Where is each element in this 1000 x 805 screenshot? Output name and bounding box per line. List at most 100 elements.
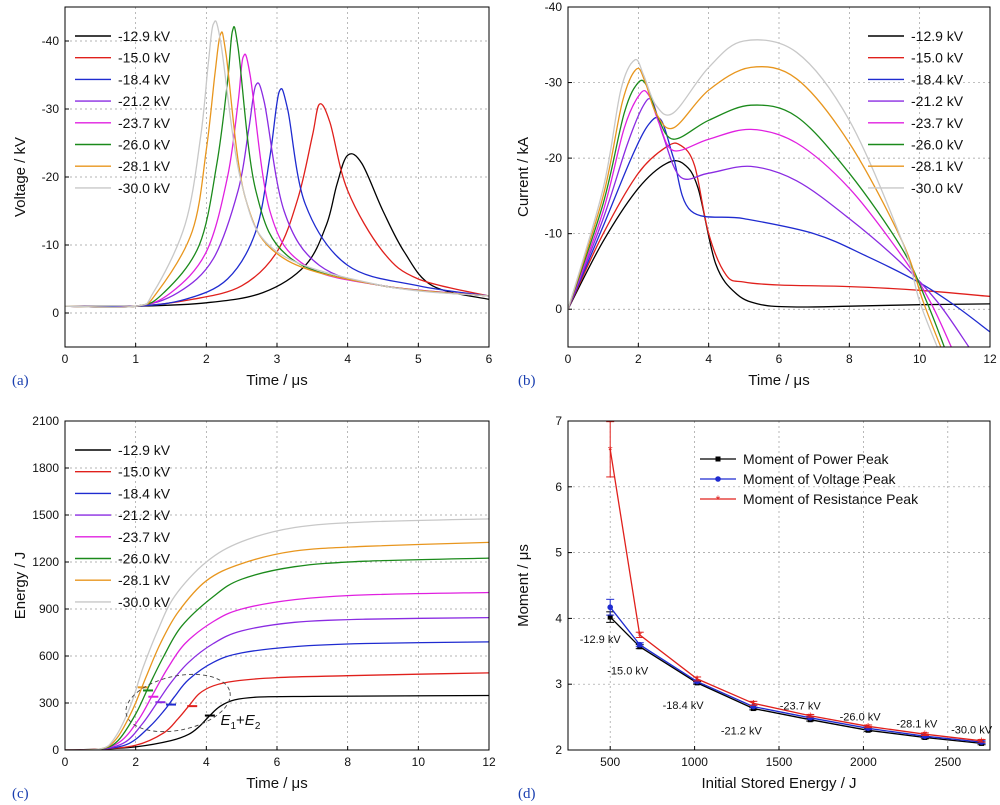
legend-marker: [715, 456, 721, 462]
series-line-30-0: [568, 39, 938, 347]
x-tick-label: 4: [344, 352, 351, 366]
data-point: *: [751, 697, 756, 711]
legend-entry: -28.1 kV: [911, 158, 964, 174]
y-tick-label: 0: [52, 743, 59, 757]
legend-entry: -26.0 kV: [118, 551, 171, 567]
annotation-label: E1+E2: [220, 712, 260, 732]
series-line-15-0: [568, 142, 990, 310]
data-point: *: [808, 710, 813, 724]
x-axis-label: Initial Stored Energy / J: [701, 775, 856, 792]
point-label: -26.0 kV: [840, 711, 882, 723]
series-line-1: [609, 606, 982, 743]
x-tick-label: 0: [62, 352, 69, 366]
x-tick-label: 6: [776, 352, 783, 366]
data-point: *: [866, 720, 871, 734]
x-tick-label: 4: [705, 352, 712, 366]
series-line-26-0: [65, 557, 489, 750]
y-tick-label: 1200: [32, 555, 59, 569]
plot-frame: [567, 6, 991, 348]
series-line-30-0: [65, 20, 489, 308]
legend: -12.9 kV -15.0 kV -18.4 kV -21.2 kV -23.7 kV…: [868, 28, 964, 196]
y-axis-label: Moment / μs: [515, 544, 532, 627]
series-line-26-0: [568, 79, 945, 347]
point-label: -28.1 kV: [896, 718, 938, 730]
series-line-21-2: [568, 97, 970, 347]
y-tick-label: 2: [555, 743, 562, 757]
x-tick-label: 2500: [934, 755, 961, 769]
point-label: -18.4 kV: [663, 700, 705, 712]
legend-entry: Moment of Voltage Peak: [743, 471, 897, 487]
legend: -12.9 kV -15.0 kV -18.4 kV -21.2 kV -23.7 kV…: [75, 442, 171, 610]
y-tick-label: 7: [555, 414, 562, 428]
legend-entry: -30.0 kV: [911, 180, 964, 196]
point-label: -23.7 kV: [780, 701, 822, 713]
legend-entry: -28.1 kV: [118, 158, 171, 174]
legend-entry: -15.0 kV: [911, 50, 964, 66]
plot-frame: [64, 6, 490, 348]
y-tick-label: 6: [555, 480, 562, 494]
y-tick-label: -10: [42, 238, 60, 252]
point-label: -30.0 kV: [951, 724, 993, 736]
series-line-15-0: [65, 672, 489, 750]
plot-frame: [567, 420, 991, 751]
legend-entry: -30.0 kV: [118, 180, 171, 196]
chart-energy: 0 2 4 6 8 10 12 0 300 600 900 1200 1500 1800 2100 Time …: [12, 414, 496, 802]
x-tick-label: 8: [846, 352, 853, 366]
x-tick-label: 10: [913, 352, 927, 366]
point-label: -12.9 kV: [580, 634, 622, 646]
x-tick-label: 0: [62, 755, 69, 769]
y-axis-label: Voltage / kV: [12, 137, 29, 217]
x-tick-label: 6: [274, 755, 281, 769]
data-point: *: [695, 673, 700, 687]
legend-entry: Moment of Power Peak: [743, 451, 890, 467]
legend: Moment of Power Peak Moment of Voltage Pe…: [700, 451, 919, 507]
series-line-18-4: [65, 641, 489, 750]
x-tick-label: 12: [983, 352, 997, 366]
y-tick-label: 4: [555, 611, 562, 625]
x-tick-label: 12: [482, 755, 496, 769]
point-label: -21.2 kV: [721, 726, 763, 738]
plot-area: * * * * * * * *: [606, 421, 986, 749]
y-tick-label: -20: [42, 170, 60, 184]
series-line-12-9: [65, 694, 489, 750]
y-tick-label: -20: [545, 151, 563, 165]
panel-letter: (c): [12, 786, 29, 802]
x-tick-label: 2: [132, 755, 139, 769]
y-tick-label: -30: [545, 76, 563, 90]
x-tick-label: 500: [600, 755, 620, 769]
x-tick-label: 2000: [850, 755, 877, 769]
data-point: [636, 641, 643, 648]
data-point: *: [923, 728, 928, 742]
x-tick-label: 1000: [681, 755, 708, 769]
series-line-28-1: [65, 541, 489, 750]
legend-entry: -21.2 kV: [911, 93, 964, 109]
series-line-15-0: [65, 103, 489, 308]
x-axis-label: Time / μs: [246, 372, 307, 389]
plot-frame: [64, 420, 490, 751]
panel-letter: (b): [518, 373, 536, 389]
y-tick-label: -40: [42, 34, 60, 48]
legend-entry: -23.7 kV: [118, 115, 171, 131]
legend: -12.9 kV -15.0 kV -18.4 kV -21.2 kV -23.7 kV…: [75, 28, 171, 196]
series-line-23-7: [65, 591, 489, 750]
legend-entry: Moment of Resistance Peak: [743, 491, 919, 507]
y-tick-label: 1800: [32, 461, 59, 475]
y-tick-label: 1500: [32, 508, 59, 522]
data-point: *: [637, 629, 642, 643]
y-axis-label: Current / kA: [515, 137, 532, 217]
chart-current: 0 2 4 6 8 10 12 0 -10 -20 -30 -40 Time / μs Current /…: [515, 0, 997, 389]
legend-entry: -30.0 kV: [118, 594, 171, 610]
data-point: [607, 614, 613, 620]
chart-moment: 500 1000 1500 2000 2500 2 3 4 5 6 7 Initial Stored …: [515, 414, 993, 802]
x-tick-label: 8: [344, 755, 351, 769]
data-point: [607, 604, 613, 611]
series-line-12-9: [65, 153, 489, 308]
legend-entry: -12.9 kV: [911, 28, 964, 44]
x-tick-label: 1500: [766, 755, 793, 769]
y-tick-label: -10: [545, 227, 563, 241]
legend-entry: -12.9 kV: [118, 442, 171, 458]
gridlines: [568, 6, 990, 347]
legend-entry: -18.4 kV: [911, 71, 964, 87]
legend-marker: [715, 476, 721, 482]
